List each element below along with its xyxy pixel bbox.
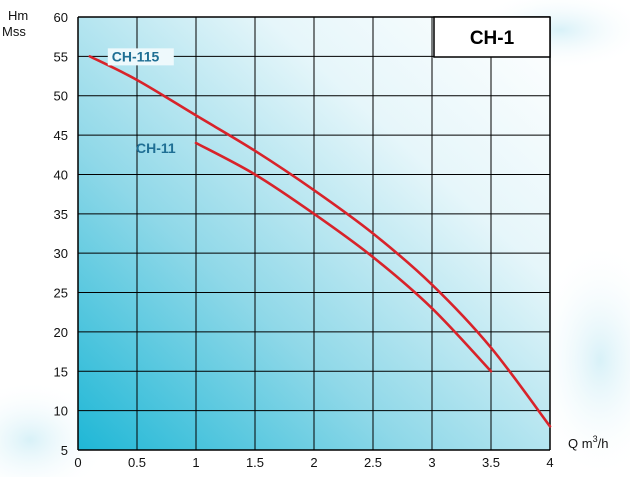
y-tick-label: 10: [54, 404, 68, 419]
y-tick-label: 45: [54, 128, 68, 143]
title-box: [433, 16, 551, 58]
x-tick-label: 4: [546, 455, 553, 470]
x-axis-label: Q m3/h: [568, 434, 608, 451]
y-tick-label: 35: [54, 207, 68, 222]
x-tick-label: 0.5: [128, 455, 146, 470]
series-line-ch-115: [88, 55, 552, 428]
x-tick-label: 0: [74, 455, 81, 470]
y-axis-label-line1: Hm: [8, 8, 28, 23]
y-tick-label: 40: [54, 167, 68, 182]
y-tick-label: 25: [54, 286, 68, 301]
x-tick-label: 2: [310, 455, 317, 470]
y-tick-label: 50: [54, 89, 68, 104]
x-tick-label: 2.5: [364, 455, 382, 470]
x-tick-label: 3: [428, 455, 435, 470]
series-layer: CH-115 CH-11: [88, 48, 552, 428]
series-label: CH-11: [136, 140, 176, 156]
series-label: CH-115: [112, 48, 160, 64]
background-splash: [530, 240, 630, 477]
y-tick-label: 30: [54, 246, 68, 261]
x-tick-label: 3.5: [482, 455, 500, 470]
chart-title: CH-1: [470, 28, 515, 49]
x-axis-label-superscript: 3: [593, 434, 598, 444]
y-tick-label: 15: [54, 364, 68, 379]
series-label-backdrop: [107, 48, 174, 66]
y-tick-label: 55: [54, 49, 68, 64]
y-axis-label-line2: Mss: [2, 24, 26, 39]
y-tick-label: 5: [61, 443, 68, 458]
y-tick-label: 20: [54, 325, 68, 340]
x-axis-label-main: Q m: [568, 436, 593, 451]
x-axis-label-suffix: /h: [598, 436, 609, 451]
x-tick-label: 1: [192, 455, 199, 470]
y-tick-label: 60: [54, 10, 68, 25]
x-tick-label: 1.5: [246, 455, 264, 470]
series-line-ch-11: [194, 141, 493, 373]
